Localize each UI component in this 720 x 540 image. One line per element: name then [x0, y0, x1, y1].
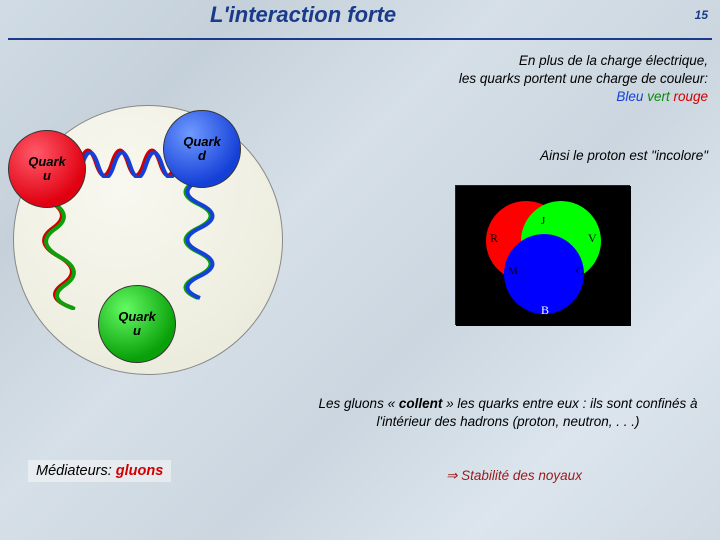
quark-u-red: Quark u: [8, 130, 86, 208]
venn-diagram: R V B J M C: [455, 185, 630, 325]
venn-m: M: [508, 265, 518, 277]
quark-label: Quark: [183, 135, 221, 149]
venn-c: C: [576, 265, 583, 277]
venn-b: B: [541, 303, 549, 317]
color-vert: vert: [647, 89, 670, 104]
gluon-paragraph: Les gluons « collent » les quarks entre …: [308, 395, 708, 431]
mediateurs-prefix: Médiateurs:: [36, 463, 116, 479]
venn-j: J: [541, 215, 546, 227]
stability-label: Stabilité des noyaux: [457, 468, 582, 483]
quark-label: Quark: [118, 310, 156, 324]
color-bleu: Bleu: [616, 89, 643, 104]
color-rouge: rouge: [673, 89, 708, 104]
arrow-icon: ⇒: [446, 468, 457, 483]
quark-flavor: u: [133, 324, 141, 338]
quark-flavor: u: [43, 169, 51, 183]
quark-d-blue: Quark d: [163, 110, 241, 188]
proton-diagram: Quark u Quark d Quark u: [8, 70, 308, 370]
quark-flavor: d: [198, 149, 206, 163]
gluon-bold: collent: [399, 396, 443, 411]
mediateurs-value: gluons: [116, 463, 164, 479]
intro-text: En plus de la charge électrique, les qua…: [368, 52, 708, 107]
page-title: L'interaction forte: [210, 2, 396, 28]
incolore-text: Ainsi le proton est "incolore": [408, 148, 708, 163]
gluon-right: [168, 180, 228, 300]
page-number: 15: [695, 8, 708, 22]
intro-line2: les quarks portent une charge de couleur…: [459, 71, 708, 86]
quark-label: Quark: [28, 155, 66, 169]
slide: L'interaction forte 15 En plus de la cha…: [0, 0, 720, 540]
mediateurs-label: Médiateurs: gluons: [28, 460, 171, 482]
venn-r: R: [490, 231, 498, 245]
venn-v: V: [588, 231, 597, 245]
intro-line1: En plus de la charge électrique,: [519, 53, 708, 68]
gluon-pre: Les gluons «: [319, 396, 399, 411]
stability-text: ⇒ Stabilité des noyaux: [354, 468, 674, 484]
quark-u-green: Quark u: [98, 285, 176, 363]
